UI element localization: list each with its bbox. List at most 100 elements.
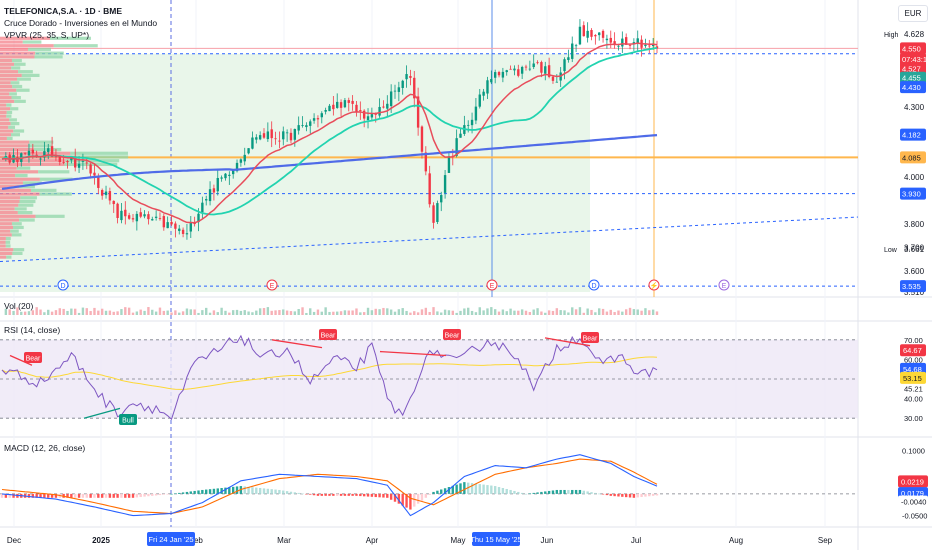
candle-up (216, 177, 219, 192)
volume-bar (563, 310, 566, 315)
time-label: 2025 (92, 536, 110, 545)
indicator-vpvr[interactable]: VPVR (25, 35, S, UP*) (4, 30, 90, 40)
rsi-title[interactable]: RSI (14, close) (4, 325, 61, 335)
candle-up (644, 44, 647, 47)
ma-mid-line (1, 46, 658, 216)
macd-histogram-bar (416, 493, 420, 504)
macd-tag-text: 0.0219 (901, 477, 924, 486)
macd-histogram-bar (216, 488, 219, 494)
vpvr-bar-up (10, 81, 20, 85)
candle-up (436, 203, 439, 222)
vpvr-bar-down (0, 188, 32, 192)
vpvr-bar-down (0, 207, 15, 211)
candle-up (336, 101, 339, 108)
vpvr-bar-down (0, 240, 6, 244)
volume-bar (162, 310, 166, 315)
macd-histogram-bar (282, 490, 285, 494)
candle-down (174, 223, 177, 229)
rsi-tag: 64.67 (900, 344, 926, 357)
candle-up (447, 156, 451, 173)
volume-bar (644, 308, 647, 315)
candle-down (97, 176, 100, 188)
volume-bar (282, 309, 285, 315)
macd-histogram-bar (66, 493, 69, 498)
candle-down (628, 45, 632, 46)
currency-button[interactable]: EUR (898, 5, 928, 22)
macd-line (1, 454, 658, 517)
volume-bar (455, 312, 458, 315)
macd-histogram-bar (590, 492, 593, 494)
vpvr-bar-down (0, 44, 54, 48)
macd-histogram-bar (428, 493, 431, 495)
time-marker-text: Fri 24 Jan '25 (148, 535, 193, 544)
macd-histogram-bar (243, 486, 246, 494)
time-label: May (450, 536, 465, 545)
macd-histogram-bar (178, 492, 181, 494)
macd-histogram-bar (208, 489, 212, 494)
vpvr-bar-down (0, 55, 35, 59)
rsi-tag-text: 64.67 (903, 346, 922, 355)
macd-histogram-bar (501, 488, 505, 494)
candle-up (201, 202, 204, 213)
volume-bar (409, 312, 412, 315)
volume-bar (513, 310, 516, 315)
macd-title[interactable]: MACD (12, 26, close) (4, 443, 86, 453)
volume-bar (124, 307, 127, 315)
volume-bar (89, 311, 92, 315)
symbol-title[interactable]: TELEFONICA,S.A. · 1D · BME (4, 6, 123, 16)
rsi-tag-text: 54.68 (903, 365, 922, 374)
volume-bar (293, 311, 297, 315)
volume-bar (540, 311, 543, 315)
macd-histogram-bar (185, 491, 189, 494)
macd-histogram-bar (509, 489, 512, 494)
volume-bar (27, 311, 31, 315)
time-label: Aug (729, 536, 743, 545)
price-tag-bg (900, 280, 926, 293)
vpvr-bar-up (11, 233, 22, 237)
rsi-signal-text: Bear (321, 333, 336, 340)
candle-up (370, 114, 374, 118)
candle-down (270, 129, 273, 139)
candle-up (513, 68, 516, 71)
macd-histogram-bar (27, 493, 31, 498)
vpvr-bar-up (12, 84, 23, 89)
candle-up (205, 199, 208, 201)
candle-down (648, 45, 651, 47)
vpvr-bar-up (18, 203, 34, 207)
vpvr-bar-down (0, 181, 23, 185)
vpvr-bar-up (6, 103, 12, 107)
macd-histogram-bar (405, 493, 408, 508)
candle-down (517, 69, 520, 76)
macd-histogram-bar (520, 492, 524, 494)
price-tag-text: 4.182 (902, 131, 921, 140)
macd-histogram-bar (70, 493, 73, 498)
volume-bar (243, 310, 246, 315)
event-icon-label: E (490, 283, 495, 290)
vpvr-bar-down (0, 203, 19, 207)
candle-up (393, 90, 397, 92)
macd-histogram-bar (143, 493, 146, 497)
candle-down (262, 133, 266, 138)
volume-bar (255, 310, 258, 315)
candle-down (124, 209, 127, 217)
vpvr-bar-up (13, 129, 25, 133)
volume-title[interactable]: Vol (20) (4, 301, 34, 311)
event-icon-earnings: E (266, 279, 278, 291)
macd-histogram-bar (490, 485, 493, 494)
indicator-golden-cross[interactable]: Cruce Dorado - Inversiones en el Mundo (4, 18, 158, 28)
vpvr-bar-up (19, 185, 35, 189)
volume-bar (205, 307, 208, 315)
macd-histogram-bar (409, 493, 412, 510)
volume-bar (505, 311, 508, 315)
volume-bar (405, 310, 408, 315)
volume-bar (470, 310, 474, 315)
vpvr-bar-down (0, 81, 11, 85)
vpvr-bar-up (11, 96, 21, 100)
divergence-line (379, 350, 447, 357)
candle-down (355, 104, 358, 112)
macd-histogram-bar (455, 484, 458, 494)
candle-down (139, 212, 142, 217)
volume-bar (131, 312, 135, 315)
event-icon-circle (486, 279, 498, 291)
